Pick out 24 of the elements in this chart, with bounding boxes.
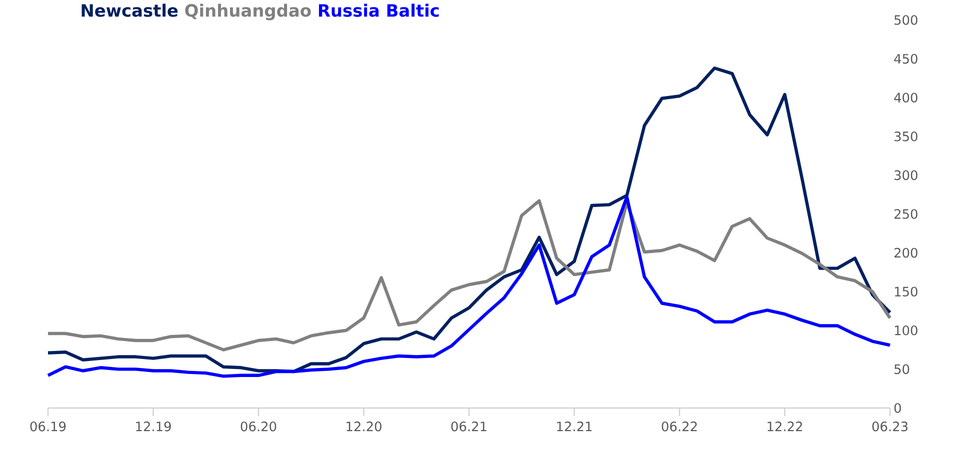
y-tick-label: 0 xyxy=(894,403,901,413)
x-tick-label: 12.19 xyxy=(136,422,171,432)
y-tick-label: 450 xyxy=(894,54,918,64)
x-tick-label: 06.22 xyxy=(662,422,697,432)
line-series xyxy=(46,195,892,378)
x-tick-label: 12.22 xyxy=(768,422,802,432)
y-tick-label: 200 xyxy=(894,248,918,258)
text: Newcastle xyxy=(82,4,178,17)
y-tick-label: 100 xyxy=(894,326,918,336)
y-tick-label: 250 xyxy=(894,209,918,219)
y-tick-label: 300 xyxy=(894,170,918,180)
x-tick-label: 06.19 xyxy=(30,422,66,432)
y-tick-label: 400 xyxy=(894,92,918,103)
y-tick-label: 150 xyxy=(894,286,918,297)
x-tick-label: 12.21 xyxy=(557,422,592,432)
y-tick-label: 50 xyxy=(894,364,910,374)
x-tick-label: 06.21 xyxy=(451,422,486,432)
text: Qinhuangdao xyxy=(185,4,311,20)
x-tick-label: 06.23 xyxy=(872,422,908,432)
y-tick-label: 350 xyxy=(894,132,918,142)
x-tick-label: 06.20 xyxy=(240,422,276,432)
x-tick-label: 12.20 xyxy=(346,422,382,432)
text: Russia Baltic xyxy=(318,4,439,17)
y-tick-label: 500 xyxy=(894,15,918,25)
